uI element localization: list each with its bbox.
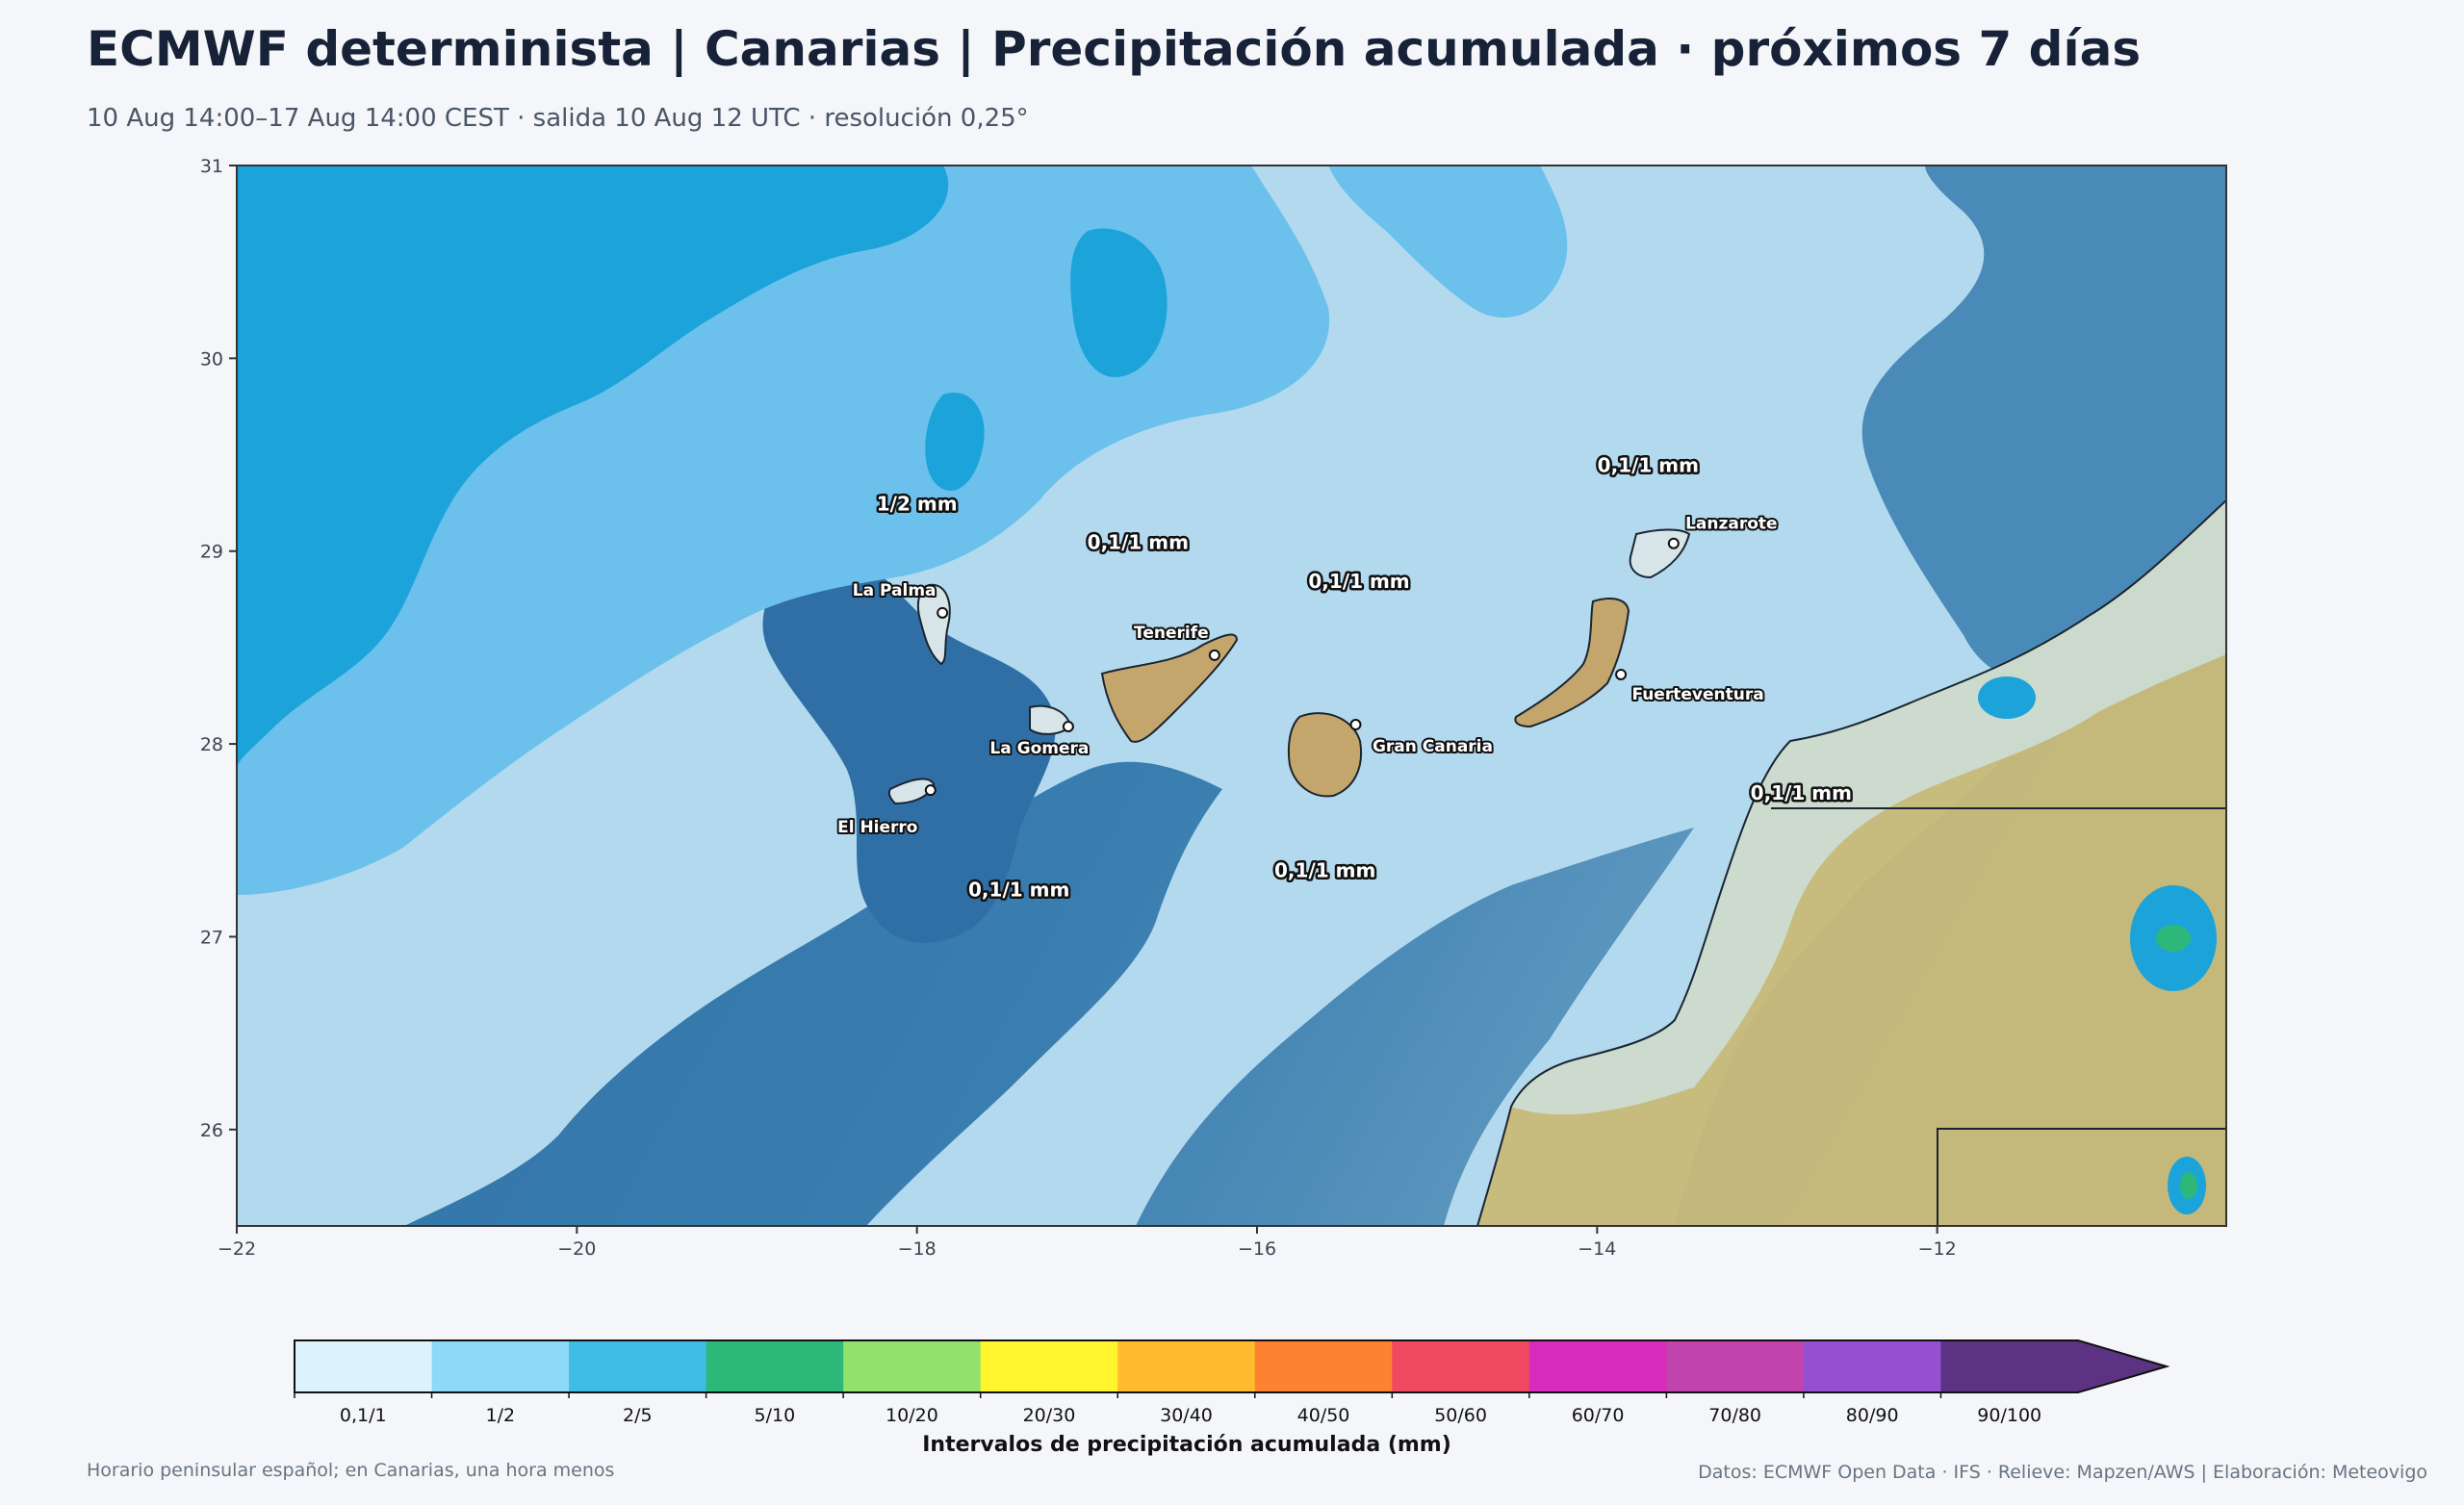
- precip-spot-green-core: [2156, 925, 2191, 952]
- colorbar-bin: [431, 1340, 570, 1392]
- lon-tick-label: −16: [1238, 1238, 1276, 1260]
- colorbar-bin-label: 40/50: [1297, 1405, 1350, 1426]
- colorbar-bin: [1666, 1340, 1805, 1392]
- lon-tick-label: −18: [898, 1238, 937, 1260]
- lat-tick-label: 31: [200, 156, 223, 177]
- colorbar-bin: [295, 1340, 433, 1392]
- colorbar-bin-label: 80/90: [1846, 1405, 1899, 1426]
- colorbar-bin-label: 1/2: [486, 1405, 516, 1426]
- map-subtitle: 10 Aug 14:00–17 Aug 14:00 CEST · salida …: [87, 104, 1029, 133]
- island-label: Gran Canaria: [1373, 737, 1493, 756]
- island-tenerife: [1100, 633, 1239, 743]
- precip-zone-2-5-b: [1070, 228, 1168, 377]
- colorbar-bin-label: 0,1/1: [340, 1405, 387, 1426]
- border-line-south: [1937, 1128, 2226, 1226]
- island-marker[interactable]: [1349, 719, 1362, 731]
- map-plot-area[interactable]: La Palma Tenerife La Gomera El Hierro Gran C…: [237, 166, 2226, 1226]
- island-label: La Palma: [853, 581, 937, 600]
- precip-zone-sea-west: [762, 548, 1056, 943]
- island-marker[interactable]: [1615, 668, 1628, 680]
- colorbar-bin-label: 90/100: [1977, 1405, 2041, 1426]
- colorbar-bin-label: 30/40: [1160, 1405, 1213, 1426]
- colorbar-bin: [1803, 1340, 1941, 1392]
- island-marker[interactable]: [1667, 537, 1680, 549]
- map-frame: [236, 165, 2227, 1227]
- colorbar-bin: [1392, 1340, 1530, 1392]
- africa-coastline: [1476, 499, 2226, 1226]
- colorbar-bin: [980, 1340, 1118, 1392]
- precip-amount-label: 0,1/1 mm: [1751, 781, 1852, 804]
- island-label: Lanzarote: [1685, 515, 1778, 534]
- precip-zone-east: [1861, 166, 2226, 681]
- lon-tick-label: −12: [1918, 1238, 1957, 1260]
- precip-spot-blue: [1978, 676, 2036, 719]
- precip-amount-label: 0,1/1 mm: [968, 878, 1069, 901]
- precip-zone-2-5: [237, 166, 949, 770]
- precip-amount-label: 1/2 mm: [877, 493, 958, 516]
- amounts-layer: 1/2 mm 0,1/1 mm 0,1/1 mm 0,1/1 mm 0,1/1 mm 0,…: [874, 451, 1854, 904]
- colorbar-bin-label: 70/80: [1708, 1405, 1761, 1426]
- island-label: La Gomera: [989, 739, 1089, 758]
- precip-amount-label: 0,1/1 mm: [1274, 858, 1375, 881]
- island-marker[interactable]: [924, 784, 937, 797]
- colorbar-bin: [843, 1340, 982, 1392]
- colorbar-bin-label: 10/20: [886, 1405, 938, 1426]
- precip-spot-green-2-core: [2180, 1172, 2197, 1199]
- colorbar-bin: [1528, 1340, 1667, 1392]
- lat-tick-label: 29: [200, 542, 223, 563]
- map-title: ECMWF determinista | Canarias | Precipit…: [87, 21, 2142, 77]
- island-marker[interactable]: [1208, 649, 1220, 661]
- colorbar-bin: [569, 1340, 707, 1392]
- lon-tick-label: −22: [218, 1238, 256, 1260]
- axis-ticks: −22 −20 −18 −16 −14 −12 26 27 28 29 30 31: [200, 156, 1957, 1260]
- precip-zone-1-2-north: [1328, 166, 1568, 318]
- island-marker[interactable]: [937, 606, 949, 619]
- colorbar: 0,1/1 1/2 2/5 5/10 10/20 20/30 30/40 40/50 50/60…: [294, 1339, 2170, 1426]
- precip-amount-label: 0,1/1 mm: [1598, 454, 1699, 477]
- lon-tick-label: −20: [557, 1238, 596, 1260]
- island-fuerteventura: [1514, 598, 1630, 728]
- lat-tick-label: 28: [200, 734, 223, 755]
- lat-tick-label: 26: [200, 1120, 223, 1141]
- islands-layer: La Palma Tenerife La Gomera El Hierro Gran C…: [835, 513, 1779, 839]
- colorbar-extend-arrow: [2078, 1340, 2167, 1392]
- island-marker[interactable]: [1062, 721, 1074, 733]
- colorbar-bin-label: 50/60: [1434, 1405, 1487, 1426]
- colorbar-bin-label: 2/5: [623, 1405, 653, 1426]
- colorbar-bin-label: 20/30: [1023, 1405, 1076, 1426]
- colorbar-outline: [294, 1339, 2170, 1393]
- colorbar-bin-label: 5/10: [755, 1405, 796, 1426]
- precip-amount-label: 0,1/1 mm: [1088, 531, 1189, 554]
- island-label: El Hierro: [837, 818, 917, 837]
- colorbar-bin: [1254, 1340, 1393, 1392]
- colorbar-title: Intervalos de precipitación acumulada (m…: [922, 1433, 1451, 1457]
- precip-amount-label: 0,1/1 mm: [1308, 570, 1409, 593]
- colorbar-bin: [1940, 1340, 2079, 1392]
- lat-tick-label: 30: [200, 348, 223, 370]
- colorbar-bin: [1117, 1340, 1256, 1392]
- colorbar-bin: [706, 1340, 844, 1392]
- island-shapes: [887, 528, 1691, 805]
- colorbar-bin-label: 60/70: [1572, 1405, 1625, 1426]
- footer-note: Horario peninsular español; en Canarias,…: [87, 1460, 615, 1481]
- island-la-palma: [916, 583, 951, 666]
- island-label: Fuerteventura: [1631, 685, 1763, 704]
- island-el-hierro: [887, 778, 936, 805]
- island-label: Tenerife: [1134, 624, 1209, 643]
- lon-tick-label: −14: [1578, 1238, 1616, 1260]
- footer-credits: Datos: ECMWF Open Data · IFS · Relieve: …: [1698, 1462, 2427, 1483]
- lat-tick-label: 27: [200, 927, 223, 948]
- precip-zone-2-5-c: [925, 393, 985, 491]
- island-gran-canaria: [1287, 712, 1363, 798]
